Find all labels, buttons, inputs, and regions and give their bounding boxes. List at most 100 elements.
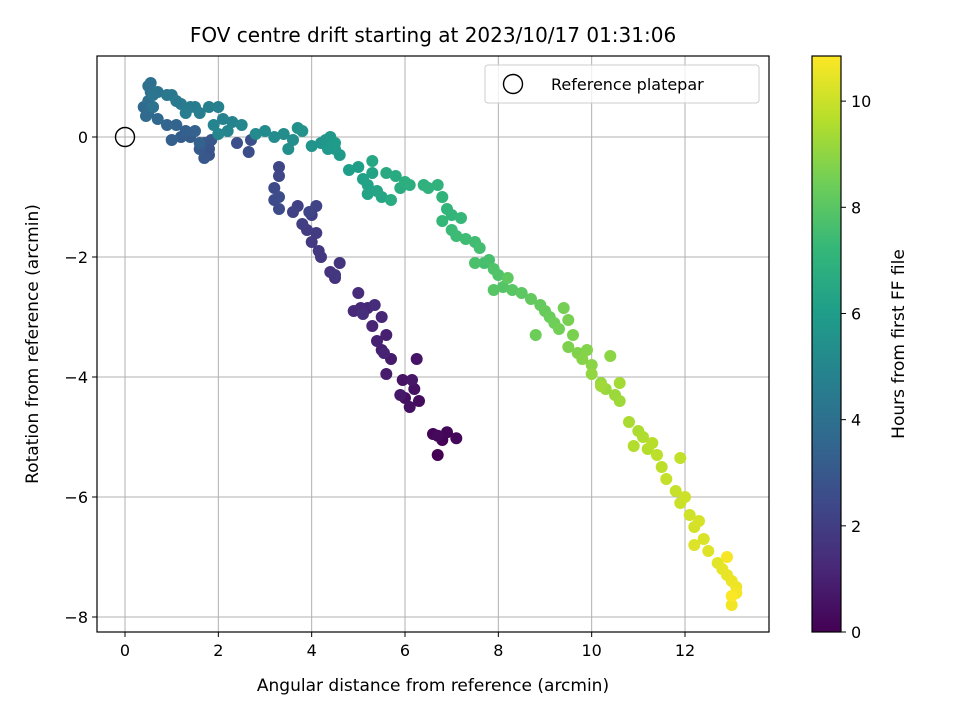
data-point	[333, 257, 346, 269]
data-point	[725, 590, 738, 602]
x-tick-label: 10	[581, 641, 601, 660]
data-point	[361, 179, 374, 191]
y-axis-label: Rotation from reference (arcmin)	[23, 204, 43, 484]
data-point	[403, 401, 416, 413]
data-point	[623, 416, 635, 428]
data-point	[399, 176, 411, 188]
data-point	[408, 383, 421, 395]
data-point	[312, 245, 325, 257]
x-tick-label: 6	[400, 641, 410, 660]
data-point	[375, 191, 388, 203]
data-point	[604, 350, 617, 362]
x-axis-label: Angular distance from reference (arcmin)	[257, 676, 609, 696]
data-point	[655, 461, 668, 473]
data-point	[525, 293, 537, 305]
data-point	[683, 509, 696, 521]
data-point	[371, 335, 383, 347]
data-point	[557, 302, 570, 314]
data-point	[380, 368, 393, 380]
data-point	[179, 125, 192, 137]
colorbar-frame	[811, 55, 842, 633]
data-point	[170, 119, 183, 131]
data-point	[693, 515, 705, 527]
data-point	[455, 212, 467, 224]
data-point	[352, 287, 365, 299]
x-tick-label: 0	[120, 641, 130, 660]
data-point	[343, 164, 355, 176]
data-point	[595, 380, 607, 392]
data-point	[296, 125, 309, 137]
colorbar-tick-label: 4	[851, 411, 861, 430]
data-point	[562, 341, 575, 353]
data-point	[273, 191, 285, 203]
data-point	[697, 533, 710, 545]
data-point	[459, 233, 472, 245]
data-point	[329, 137, 341, 149]
data-point	[242, 146, 255, 158]
data-point	[651, 449, 663, 461]
data-point	[585, 368, 598, 380]
data-point	[368, 299, 381, 311]
data-point	[352, 161, 365, 173]
data-point	[231, 137, 243, 149]
data-point	[273, 203, 285, 215]
chart-title: FOV centre drift starting at 2023/10/17 …	[190, 23, 676, 47]
data-point	[669, 485, 682, 497]
data-point	[469, 257, 481, 269]
data-point	[305, 140, 318, 152]
data-point	[147, 89, 159, 101]
scatter-points	[114, 77, 743, 611]
data-point	[193, 107, 206, 119]
data-point	[287, 134, 299, 146]
data-point	[296, 218, 309, 230]
colorbar-tick-label: 6	[851, 304, 861, 323]
data-point	[487, 284, 500, 296]
data-point	[585, 359, 598, 371]
data-point	[613, 377, 626, 389]
colorbar-tick-label: 8	[851, 198, 861, 217]
data-point	[515, 287, 528, 299]
data-point	[380, 167, 393, 179]
data-point	[385, 194, 397, 206]
data-point	[140, 110, 152, 122]
data-point	[378, 347, 390, 359]
data-point	[436, 215, 449, 227]
data-point	[357, 308, 369, 320]
data-point	[394, 389, 407, 401]
x-tick-label: 4	[307, 641, 317, 660]
data-point	[151, 113, 164, 125]
data-point	[562, 314, 575, 326]
data-point	[268, 131, 281, 143]
data-point	[277, 128, 290, 140]
data-point	[147, 101, 159, 113]
data-point	[175, 98, 187, 110]
data-point	[396, 374, 409, 386]
reference-platepar-marker	[114, 126, 136, 148]
data-point	[445, 209, 458, 221]
data-point	[221, 125, 234, 137]
y-tick-label: −2	[64, 248, 88, 267]
data-point	[450, 432, 463, 445]
legend-reference-marker	[502, 73, 524, 95]
y-tick-label: −4	[64, 368, 88, 387]
data-point	[473, 242, 486, 254]
data-point	[226, 116, 239, 128]
data-point	[679, 491, 691, 503]
x-tick-label: 2	[213, 641, 223, 660]
data-point	[627, 440, 640, 452]
data-point	[310, 227, 323, 239]
data-point	[450, 230, 463, 242]
x-tick-label: 12	[675, 641, 695, 660]
data-point	[282, 143, 295, 155]
data-point	[702, 545, 715, 557]
colorbar-tick-label: 0	[851, 623, 861, 642]
x-tick-label: 8	[493, 641, 503, 660]
data-point	[366, 167, 379, 179]
colorbar-gradient	[812, 56, 841, 632]
legend: Reference platepar	[484, 64, 760, 104]
data-point	[249, 128, 262, 140]
legend-box	[484, 64, 760, 104]
data-point	[567, 329, 579, 341]
x-axis-ticks: 0 2 4 6 8 10 12	[120, 632, 695, 660]
